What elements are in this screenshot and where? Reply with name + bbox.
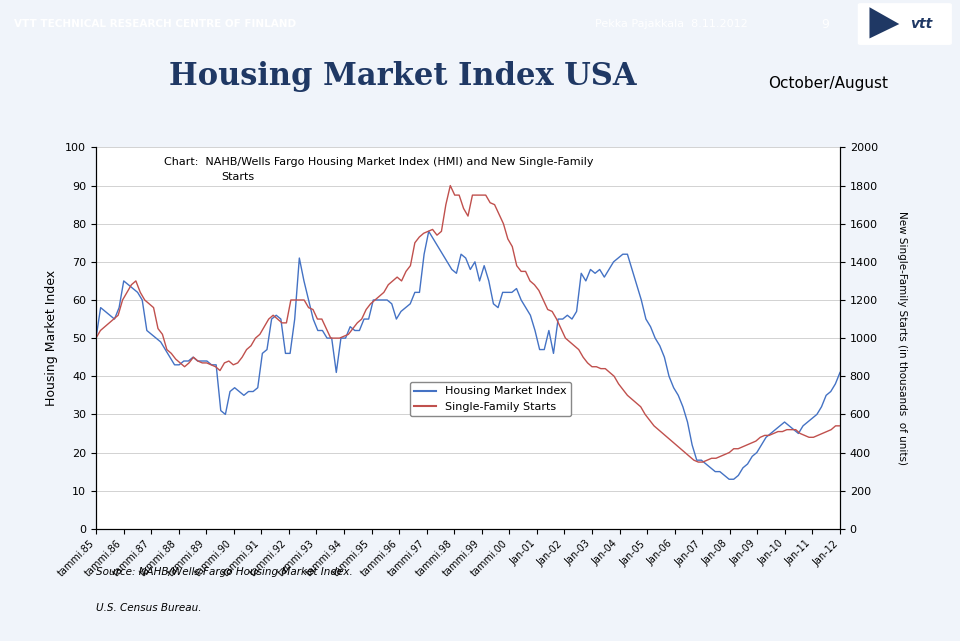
Legend: Housing Market Index, Single-Family Starts: Housing Market Index, Single-Family Star… xyxy=(410,382,571,417)
Y-axis label: Housing Market Index: Housing Market Index xyxy=(45,270,59,406)
FancyBboxPatch shape xyxy=(858,4,951,44)
Text: Housing Market Index USA: Housing Market Index USA xyxy=(170,62,636,92)
Text: Source: NAHB/Wells Fargo Housing Market Index.: Source: NAHB/Wells Fargo Housing Market … xyxy=(96,567,352,578)
Text: 9: 9 xyxy=(821,17,828,31)
Text: Starts: Starts xyxy=(221,172,254,182)
Text: October/August: October/August xyxy=(768,76,888,91)
Text: Chart:  NAHB/Wells Fargo Housing Market Index (HMI) and New Single-Family: Chart: NAHB/Wells Fargo Housing Market I… xyxy=(164,157,593,167)
Polygon shape xyxy=(870,7,900,38)
Text: VTT TECHNICAL RESEARCH CENTRE OF FINLAND: VTT TECHNICAL RESEARCH CENTRE OF FINLAND xyxy=(14,19,297,29)
Text: vtt: vtt xyxy=(910,17,932,31)
Text: Pekka Pajakkala  8.11.2012: Pekka Pajakkala 8.11.2012 xyxy=(595,19,748,29)
Y-axis label: New Single-Family Starts (in thousands  of units): New Single-Family Starts (in thousands o… xyxy=(898,211,907,465)
Text: U.S. Census Bureau.: U.S. Census Bureau. xyxy=(96,603,202,613)
